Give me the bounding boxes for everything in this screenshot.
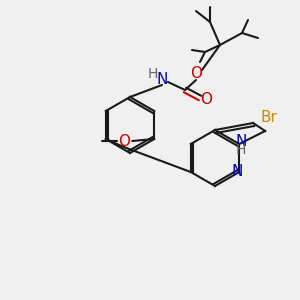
Text: N: N — [232, 164, 243, 179]
Text: O: O — [118, 134, 130, 148]
Text: O: O — [190, 67, 202, 82]
Text: H: H — [148, 67, 158, 81]
Text: N: N — [156, 73, 168, 88]
Text: Br: Br — [261, 110, 278, 125]
Text: O: O — [200, 92, 212, 107]
Text: H: H — [236, 143, 246, 157]
Text: N: N — [236, 134, 247, 149]
